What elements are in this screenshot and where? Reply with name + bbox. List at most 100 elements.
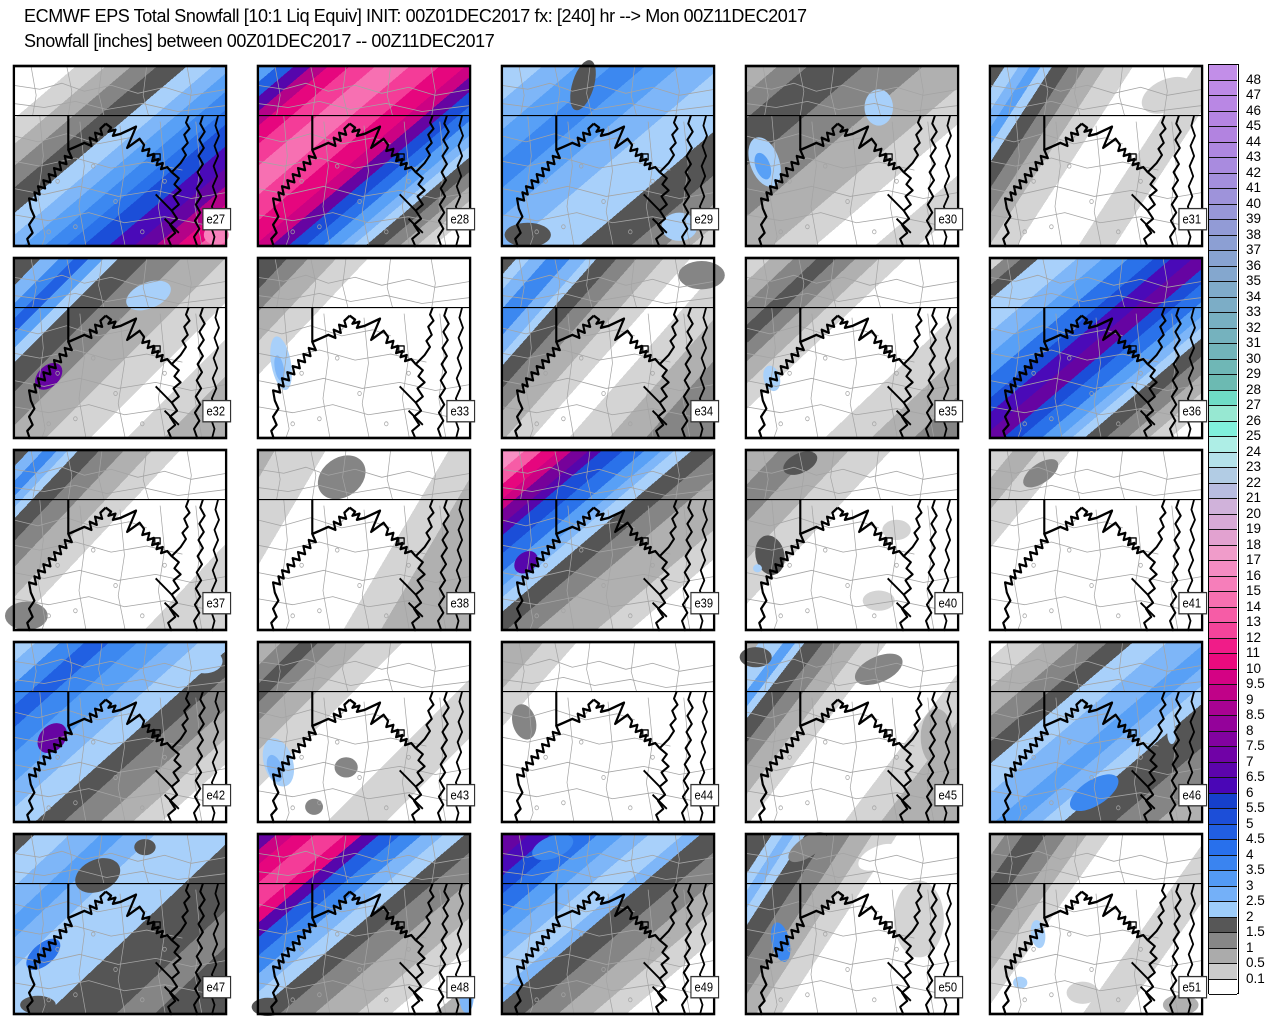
ensemble-map-e50: e50 <box>743 832 964 1017</box>
member-label-box: e32 <box>202 399 232 423</box>
member-label: e49 <box>694 980 713 995</box>
member-label: e44 <box>694 788 713 803</box>
colorbar-cell <box>1209 964 1237 980</box>
colorbar-label: 41 <box>1246 180 1262 195</box>
member-label-box: e30 <box>934 207 964 231</box>
ensemble-map-e39: e39 <box>499 448 720 633</box>
colorbar-label: 8 <box>1246 722 1254 738</box>
colorbar-cell <box>1209 158 1237 174</box>
colorbar-cell <box>1209 917 1237 933</box>
ensemble-map-e51: e51 <box>987 832 1208 1017</box>
colorbar-label: 15 <box>1246 583 1262 598</box>
colorbar-label: 3 <box>1246 877 1254 893</box>
member-label: e43 <box>450 788 469 803</box>
snowfall-blob <box>1066 981 1099 1004</box>
member-label-box: e37 <box>202 591 232 615</box>
member-label: e46 <box>1182 788 1201 803</box>
member-label-box: e44 <box>690 783 720 807</box>
member-label: e35 <box>938 404 957 419</box>
colorbar-cell <box>1209 716 1237 732</box>
snowfall-blob <box>186 649 223 674</box>
colorbar-cell <box>1209 204 1237 220</box>
ensemble-map-e44: e44 <box>499 640 720 825</box>
member-label: e51 <box>1182 980 1201 995</box>
member-label-box: e47 <box>202 975 232 999</box>
colorbar-cell <box>1209 793 1237 809</box>
colorbar-cell <box>1209 173 1237 189</box>
ensemble-map-e49: e49 <box>499 832 720 1017</box>
member-label: e27 <box>206 212 225 227</box>
colorbar-cell <box>1209 778 1237 794</box>
colorbar-cell <box>1209 437 1237 453</box>
colorbar-label: 30 <box>1246 350 1262 366</box>
colorbar-cell <box>1209 483 1237 499</box>
ensemble-map-e30: e30 <box>743 64 964 249</box>
snowfall-blob <box>305 798 323 815</box>
colorbar-cell <box>1209 282 1237 298</box>
colorbar-label: 0.5 <box>1246 955 1265 970</box>
colorbar-label: 48 <box>1246 71 1262 87</box>
colorbar-label: 45 <box>1246 118 1262 133</box>
snowfall-blob <box>788 832 827 863</box>
colorbar-cell <box>1209 220 1237 236</box>
map-frame <box>256 640 472 824</box>
snowfall-blob <box>753 564 762 573</box>
snowfall-colorbar: 48 47 46 45 44 43 42 41 40 39 38 37 36 35 34 33 32 31 30 29… <box>1208 64 1278 1004</box>
colorbar-label: 37 <box>1246 242 1262 257</box>
colorbar-cell <box>1209 266 1237 282</box>
ensemble-map-e46: e46 <box>987 640 1208 825</box>
colorbar-label: 3.5 <box>1246 862 1265 877</box>
colorbar-cell <box>1209 111 1237 127</box>
colorbar-cell <box>1209 576 1237 592</box>
snowfall-blob <box>862 590 895 611</box>
ensemble-map-e38: e38 <box>255 448 476 633</box>
colorbar-cell <box>1209 96 1237 112</box>
snowfall-blob <box>920 708 953 766</box>
colorbar-cell <box>1209 638 1237 654</box>
snowfall-blob <box>35 362 63 390</box>
map-frame <box>744 448 960 632</box>
member-label: e29 <box>694 212 713 227</box>
colorbar-cell <box>1209 359 1237 375</box>
colorbar-label: 21 <box>1246 490 1262 505</box>
colorbar-label: 42 <box>1246 164 1262 180</box>
member-label: e32 <box>206 404 225 419</box>
map-frame <box>744 832 960 1016</box>
colorbar-cell <box>1209 685 1237 701</box>
ensemble-map-e42: e42 <box>11 640 232 825</box>
colorbar-cell <box>1209 886 1237 902</box>
colorbar-label: 1 <box>1246 939 1254 955</box>
colorbar-label: 28 <box>1246 381 1262 397</box>
ensemble-map-e40: e40 <box>743 448 964 633</box>
map-frame <box>744 256 960 440</box>
map-frame <box>744 64 960 248</box>
member-label-box: e46 <box>1178 783 1208 807</box>
member-label-box: e41 <box>1178 591 1208 615</box>
colorbar-label: 14 <box>1246 598 1262 614</box>
snowfall-blob <box>882 519 911 540</box>
map-frame <box>256 448 472 632</box>
header: ECMWF EPS Total Snowfall [10:1 Liq Equiv… <box>24 4 807 54</box>
colorbar-cell <box>1209 468 1237 484</box>
snowfall-blob <box>1069 774 1119 812</box>
colorbar-cell <box>1209 313 1237 329</box>
colorbar-cell <box>1209 344 1237 360</box>
colorbar-label: 13 <box>1246 614 1262 629</box>
colorbar-label: 9 <box>1246 691 1254 707</box>
snowfall-blob <box>1023 459 1059 488</box>
member-label: e41 <box>1182 596 1201 611</box>
snowfall-blob <box>858 843 900 871</box>
colorbar-label: 2 <box>1246 908 1254 924</box>
colorbar-cell <box>1209 390 1237 406</box>
colorbar-cell <box>1209 902 1237 918</box>
colorbar-label: 47 <box>1246 87 1262 102</box>
snowfall-blob <box>334 757 358 778</box>
colorbar-label: 0.1 <box>1246 970 1265 986</box>
ensemble-map-e32: e32 <box>11 256 232 441</box>
member-label-box: e34 <box>690 399 720 423</box>
colorbar-label: 17 <box>1246 552 1262 567</box>
member-label-box: e33 <box>446 399 476 423</box>
colorbar-label: 24 <box>1246 443 1262 459</box>
member-label: e31 <box>1182 212 1201 227</box>
member-label: e33 <box>450 404 469 419</box>
